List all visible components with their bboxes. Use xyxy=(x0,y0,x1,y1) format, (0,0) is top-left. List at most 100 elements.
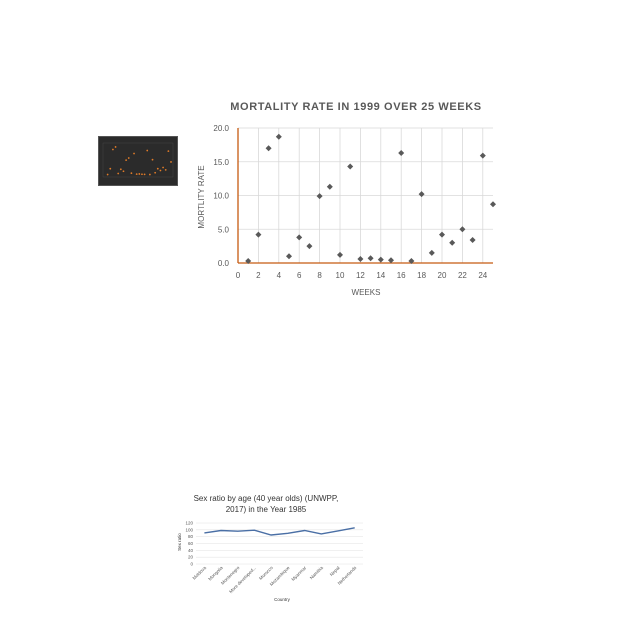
data-point xyxy=(265,145,272,152)
x-tick-label: 2 xyxy=(256,271,261,280)
thumbnail-point xyxy=(130,172,133,175)
x-tick-label: Nepal xyxy=(329,565,341,577)
data-point xyxy=(337,251,343,258)
data-point xyxy=(347,163,354,170)
thumbnail-point xyxy=(114,146,117,148)
data-point xyxy=(388,257,394,264)
y-tick-label: 0 xyxy=(190,562,193,567)
data-point xyxy=(479,152,486,159)
y-tick-label: 40 xyxy=(188,548,194,553)
thumbnail-point xyxy=(156,167,159,170)
data-point xyxy=(418,191,425,198)
mortality-scatter-svg: MORTALITY RATE IN 1999 OVER 25 WEEKS 0.0… xyxy=(197,101,496,297)
data-point xyxy=(377,256,384,263)
thumbnail-point xyxy=(151,158,154,161)
x-tick-label: 0 xyxy=(236,271,241,280)
data-points xyxy=(245,133,496,264)
x-tick-label: 20 xyxy=(438,271,447,280)
data-point xyxy=(459,226,466,233)
data-point xyxy=(428,249,435,256)
thumbnail-point xyxy=(154,171,157,174)
y-axis-label: Sex ratio xyxy=(177,533,182,551)
data-point xyxy=(275,133,282,140)
thumbnail-point xyxy=(143,173,146,176)
thumbnail-point xyxy=(112,148,114,151)
y-tick-label: 5.0 xyxy=(218,225,230,234)
chart-title-line-1: Sex ratio by age (40 year olds) (UNWPP, xyxy=(194,494,339,503)
thumbnail-point xyxy=(127,157,130,159)
x-tick-label: 24 xyxy=(478,271,487,280)
thumbnail-point xyxy=(109,167,112,170)
chart-title: MORTALITY RATE IN 1999 OVER 25 WEEKS xyxy=(230,101,481,113)
x-tick-label: 12 xyxy=(356,271,365,280)
data-point xyxy=(490,201,496,208)
x-tick-label: 10 xyxy=(336,271,345,280)
thumbnail-point xyxy=(138,173,141,175)
thumbnail-point xyxy=(133,152,135,155)
thumbnail-point xyxy=(164,169,167,171)
y-tick-label: 120 xyxy=(185,521,193,526)
data-point xyxy=(439,231,445,238)
x-tick-label: 18 xyxy=(417,271,426,280)
y-tick-label: 0.0 xyxy=(218,259,230,268)
data-point xyxy=(296,234,303,241)
chart-thumbnail[interactable] xyxy=(98,136,178,186)
y-tick-label: 60 xyxy=(188,541,194,546)
data-point xyxy=(316,193,323,200)
x-tick-label: Morocco xyxy=(258,565,274,581)
x-tick-label: Mongolia xyxy=(207,565,224,582)
y-tick-label: 80 xyxy=(188,534,194,539)
x-tick-label: 14 xyxy=(376,271,385,280)
y-tick-label: 20.0 xyxy=(213,124,229,133)
y-tick-labels: 0.0 5.0 10.0 15.0 20.0 xyxy=(213,124,229,268)
x-tick-label: Myanmar xyxy=(290,565,307,582)
x-tick-label: Namibia xyxy=(309,565,325,581)
x-axis-label: WEEKS xyxy=(352,288,381,297)
data-point xyxy=(306,243,313,250)
x-axis-label: Country xyxy=(274,597,291,602)
y-tick-label: 100 xyxy=(185,527,193,532)
data-point xyxy=(255,231,262,238)
thumbnail-point xyxy=(159,169,162,172)
x-tick-labels: 0 2 4 6 8 10 12 14 16 18 20 22 24 xyxy=(236,271,488,280)
data-point xyxy=(286,253,292,260)
thumbnail-point xyxy=(170,161,172,163)
data-series xyxy=(204,527,355,536)
data-point xyxy=(245,257,252,264)
thumbnail-point xyxy=(122,170,125,173)
series-line xyxy=(204,527,355,536)
thumbnail-point xyxy=(117,172,120,175)
sex-ratio-line-chart: Sex ratio by age (40 year olds) (UNWPP, … xyxy=(165,488,375,613)
x-tick-label: 8 xyxy=(317,271,322,280)
thumbnail-image xyxy=(102,142,174,178)
thumbnail-point xyxy=(141,173,143,176)
chart-title-line-2: 2017) in the Year 1985 xyxy=(226,505,307,514)
y-tick-label: 20 xyxy=(188,555,194,560)
x-tick-label: 4 xyxy=(277,271,282,280)
thumbnail-point xyxy=(167,150,170,153)
sex-ratio-svg: Sex ratio by age (40 year olds) (UNWPP, … xyxy=(177,494,363,602)
thumbnail-point xyxy=(135,173,138,175)
thumbnail-point xyxy=(162,166,164,169)
data-point xyxy=(408,257,415,264)
x-tick-label: 6 xyxy=(297,271,302,280)
y-tick-label: 15.0 xyxy=(213,158,229,167)
axes xyxy=(237,128,493,264)
x-tick-label: Netherlands xyxy=(337,565,358,586)
y-tick-label: 10.0 xyxy=(213,192,229,201)
data-point xyxy=(367,255,374,262)
mortality-scatter-chart: MORTALITY RATE IN 1999 OVER 25 WEEKS 0.0… xyxy=(190,90,510,310)
data-point xyxy=(449,239,456,246)
thumbnail-point xyxy=(106,173,109,176)
thumbnail-point xyxy=(148,173,151,176)
data-point xyxy=(469,237,476,244)
data-point xyxy=(398,149,405,156)
y-axis-label: MORTLITY RATE xyxy=(197,165,206,228)
thumbnail-point xyxy=(125,159,128,162)
gridlines xyxy=(196,522,363,565)
x-tick-label: Moldova xyxy=(191,565,207,581)
thumbnail-point xyxy=(146,149,149,152)
data-point xyxy=(357,255,364,262)
